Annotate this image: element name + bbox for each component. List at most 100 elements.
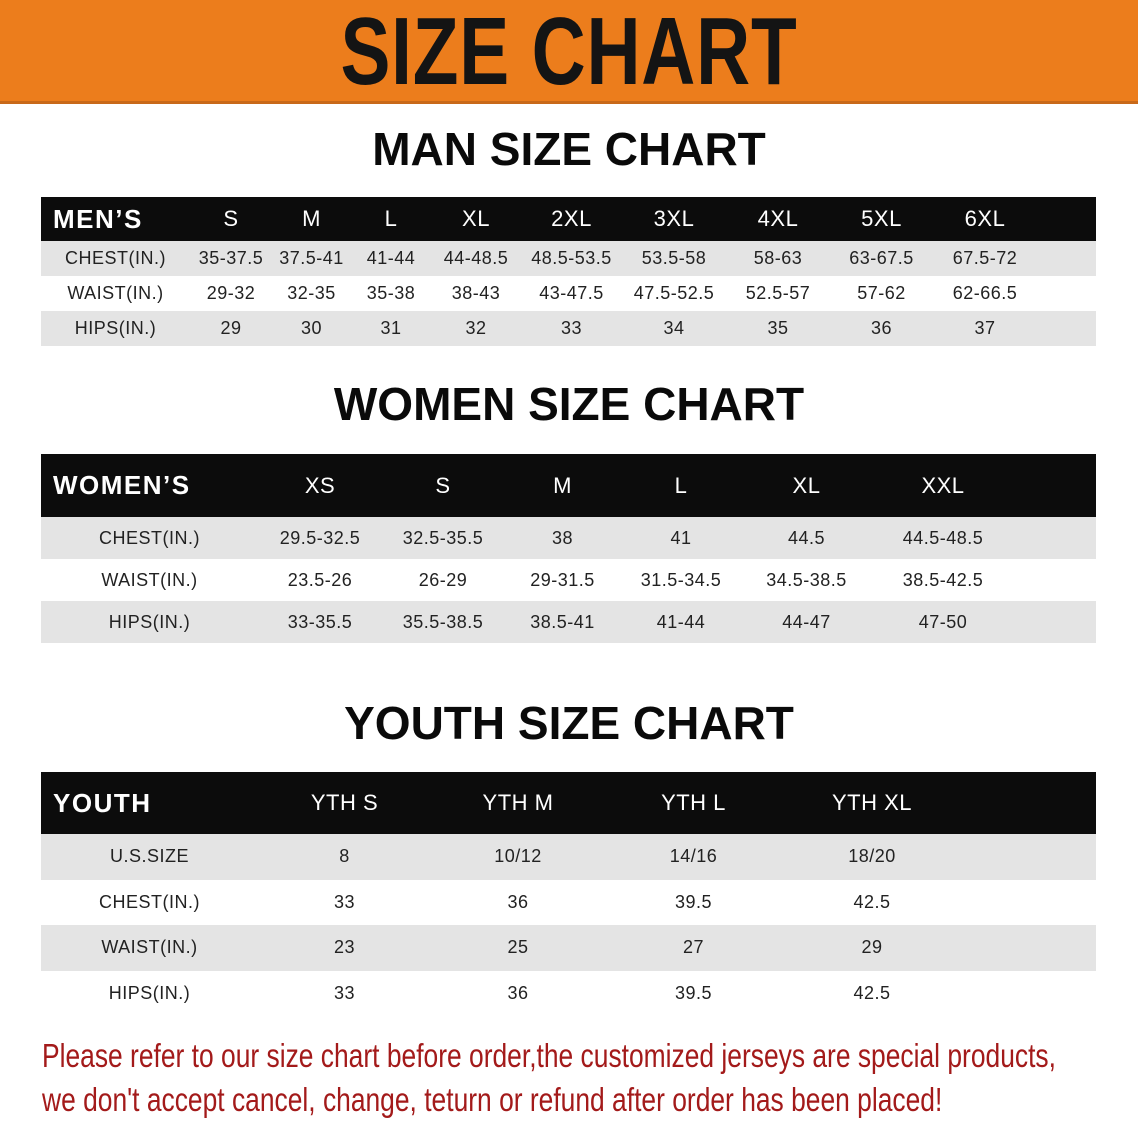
table-cell: 58-63 <box>753 248 803 268</box>
size-header-cell: L <box>674 472 688 498</box>
table-cell: 44-48.5 <box>443 248 509 268</box>
row-label: U.S.SIZE <box>109 846 189 867</box>
size-header-cell: 2XL <box>551 206 592 231</box>
table-row: HIPS(IN.) 29 30 31 32 33 34 35 36 37 <box>41 311 1096 346</box>
size-header-cell: 3XL <box>653 206 695 231</box>
table-cell: 14/16 <box>669 846 718 867</box>
table-cell: 48.5-53.5 <box>531 248 612 268</box>
table-cell: 36 <box>870 318 893 338</box>
table-header-row: YOUTH YTH S YTH M YTH L YTH XL <box>41 772 1096 834</box>
size-header-cell: YTH M <box>482 790 554 815</box>
men-heading: MAN SIZE CHART <box>372 123 766 175</box>
notice-line-2: we don't accept cancel, change, teturn o… <box>42 1081 943 1118</box>
table-cell: 25 <box>507 937 529 958</box>
table-cell: 31.5-34.5 <box>640 569 722 590</box>
table-cell: 43-47.5 <box>539 283 604 303</box>
table-cell: 52.5-57 <box>745 283 811 303</box>
table-cell: 37 <box>974 318 996 338</box>
table-cell: 41-44 <box>656 611 706 632</box>
table-cell: 44-47 <box>782 611 831 632</box>
size-header-cell: M <box>302 206 321 231</box>
table-cell: 53.5-58 <box>641 248 707 268</box>
table-cell: 42.5 <box>853 891 891 912</box>
row-label: CHEST(IN.) <box>99 891 200 912</box>
table-row: WAIST(IN.) 29-32 32-35 35-38 38-43 43-47.5 47.… <box>41 276 1096 311</box>
row-label: WAIST(IN.) <box>101 937 198 958</box>
table-cell: 35 <box>767 318 789 338</box>
title-banner: SIZE CHART <box>0 0 1138 104</box>
row-label: CHEST(IN.) <box>65 248 166 268</box>
table-cell: 32-35 <box>287 283 336 303</box>
size-header-cell: 6XL <box>964 206 1006 231</box>
table-row: HIPS(IN.) 33-35.5 35.5-38.5 38.5-41 41-44 44-… <box>41 601 1096 643</box>
table-cell: 23.5-26 <box>287 569 353 590</box>
table-cell: 67.5-72 <box>952 248 1018 268</box>
size-header-cell: M <box>553 472 572 498</box>
table-cell: 44.5-48.5 <box>902 527 984 548</box>
table-cell: 29 <box>220 318 242 338</box>
table-cell: 29-31.5 <box>530 569 595 590</box>
table-cell: 35-37.5 <box>198 248 264 268</box>
table-cell: 33 <box>333 982 356 1003</box>
row-label: WAIST(IN.) <box>67 283 164 303</box>
size-header-cell: XS <box>304 472 336 498</box>
row-label: HIPS(IN.) <box>74 318 157 338</box>
women-heading: WOMEN SIZE CHART <box>333 378 805 430</box>
youth-size-table: YOUTH YTH S YTH M YTH L YTH XL U.S.SIZE 8 10/12… <box>41 772 1096 1016</box>
table-title-cell: MEN’S <box>53 203 143 234</box>
page-title: SIZE CHART <box>340 0 798 105</box>
table-cell: 29 <box>861 937 883 958</box>
table-row: CHEST(IN.) 33 36 39.5 42.5 <box>41 879 1096 925</box>
table-cell: 41-44 <box>366 248 416 268</box>
table-cell: 38.5-42.5 <box>902 569 984 590</box>
table-cell: 10/12 <box>494 846 542 867</box>
men-size-table: MEN’S S M L XL 2XL 3XL 4XL 5XL 6XL CHEST(IN.) 35-37… <box>41 197 1096 346</box>
table-cell: 29-32 <box>206 283 256 303</box>
table-cell: 32 <box>465 318 487 338</box>
row-label: WAIST(IN.) <box>101 569 198 590</box>
table-cell: 36 <box>507 982 529 1003</box>
size-header-cell: L <box>384 206 398 231</box>
size-header-cell: YTH L <box>661 790 726 815</box>
table-row: WAIST(IN.) 23 25 27 29 <box>41 925 1096 971</box>
table-cell: 8 <box>339 846 350 867</box>
table-header-row: WOMEN’S XS S M L XL XXL <box>41 454 1096 517</box>
table-row: HIPS(IN.) 33 36 39.5 42.5 <box>41 970 1096 1016</box>
table-cell: 33 <box>560 318 583 338</box>
table-header-row: MEN’S S M L XL 2XL 3XL 4XL 5XL 6XL <box>41 197 1096 241</box>
table-cell: 35.5-38.5 <box>402 611 484 632</box>
table-cell: 38 <box>551 527 574 548</box>
table-cell: 44.5 <box>787 527 826 548</box>
size-header-cell: XL <box>462 206 490 231</box>
size-header-cell: 5XL <box>861 206 902 231</box>
table-cell: 30 <box>300 318 323 338</box>
table-cell: 47-50 <box>918 611 968 632</box>
table-row: U.S.SIZE 8 10/12 14/16 18/20 <box>41 834 1096 880</box>
table-cell: 34 <box>663 318 685 338</box>
table-title-cell: WOMEN’S <box>53 470 191 500</box>
row-label: HIPS(IN.) <box>108 982 191 1003</box>
table-cell: 39.5 <box>674 982 713 1003</box>
table-row: CHEST(IN.) 29.5-32.5 32.5-35.5 38 41 44.5 44.5… <box>41 517 1096 559</box>
size-header-cell: YTH S <box>310 790 379 815</box>
row-label: HIPS(IN.) <box>108 611 191 632</box>
table-cell: 23 <box>333 937 356 958</box>
table-cell: 31 <box>380 318 402 338</box>
table-cell: 35-38 <box>366 283 416 303</box>
youth-heading: YOUTH SIZE CHART <box>344 697 794 749</box>
table-cell: 39.5 <box>674 891 713 912</box>
table-cell: 32.5-35.5 <box>402 527 484 548</box>
table-cell: 47.5-52.5 <box>633 283 715 303</box>
table-cell: 38-43 <box>451 283 501 303</box>
size-header-cell: YTH XL <box>831 790 913 815</box>
table-cell: 33 <box>333 891 356 912</box>
size-header-cell: S <box>223 206 239 231</box>
table-cell: 34.5-38.5 <box>766 569 847 590</box>
table-cell: 37.5-41 <box>279 248 344 268</box>
size-header-cell: XXL <box>921 472 965 498</box>
size-header-cell: 4XL <box>757 206 799 231</box>
size-header-cell: XL <box>792 472 821 498</box>
table-cell: 18/20 <box>848 846 896 867</box>
table-row: CHEST(IN.) 35-37.5 37.5-41 41-44 44-48.5 48.5… <box>41 241 1096 276</box>
notice-line-1: Please refer to our size chart before or… <box>42 1037 1056 1074</box>
